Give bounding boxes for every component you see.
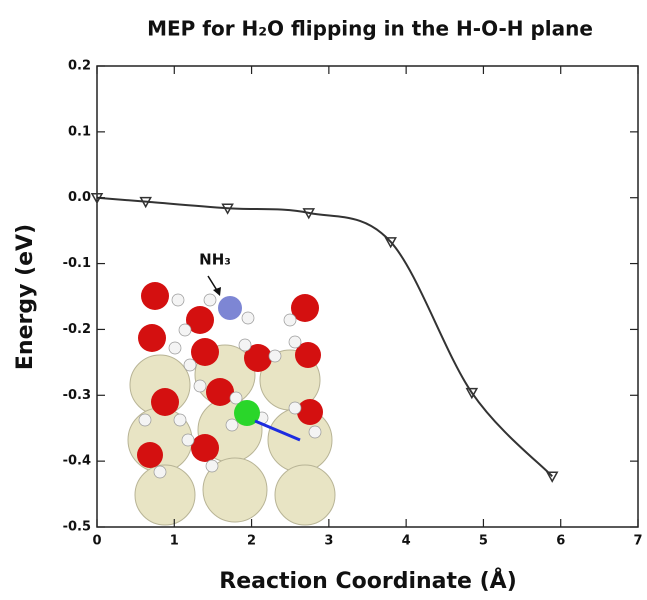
- oxygen-atoms: [137, 282, 323, 468]
- hydrogen-atoms: [138, 293, 322, 479]
- marker: [465, 387, 479, 400]
- x-tick-label: 6: [556, 534, 565, 549]
- y-tick-label: 0.2: [68, 59, 91, 74]
- chlorine-atom: [234, 400, 260, 426]
- y-tick-label: 0.1: [68, 124, 91, 139]
- y-axis-label: Energy (eV): [13, 224, 38, 370]
- arrow-head: [213, 287, 221, 296]
- marker: [221, 203, 234, 215]
- bond-line: [254, 419, 301, 442]
- y-tick-label: -0.5: [63, 520, 91, 535]
- marker: [384, 237, 397, 249]
- line: [96, 196, 553, 477]
- x-tick-label: 7: [633, 534, 642, 549]
- y-tick-label: 0.0: [68, 190, 91, 205]
- x-tick-label: 1: [170, 534, 179, 549]
- x-tick-label: 2: [247, 534, 256, 549]
- x-tick-label: 5: [479, 534, 488, 549]
- x-tick-label: 3: [324, 534, 333, 549]
- y-tick-label: -0.4: [63, 454, 91, 469]
- x-tick-label: 4: [402, 534, 411, 549]
- x-tick-label: 0: [92, 534, 101, 549]
- x-axis-label: Reaction Coordinate (Å): [219, 568, 517, 594]
- nitrogen-atom: [218, 296, 242, 320]
- y-tick-label: -0.1: [63, 256, 91, 271]
- surface-atoms: [127, 344, 336, 526]
- annotation: NH₃: [199, 251, 231, 269]
- marker: [139, 196, 152, 209]
- y-tick-label: -0.2: [63, 322, 91, 337]
- marker: [545, 471, 559, 483]
- plot-frame: [96, 65, 639, 528]
- inset-image: NH₃: [127, 251, 336, 526]
- marker: [302, 208, 316, 220]
- y-tick-label: -0.3: [63, 388, 91, 403]
- chart-title: MEP for H₂O flipping in the H-O-H plane: [147, 17, 593, 41]
